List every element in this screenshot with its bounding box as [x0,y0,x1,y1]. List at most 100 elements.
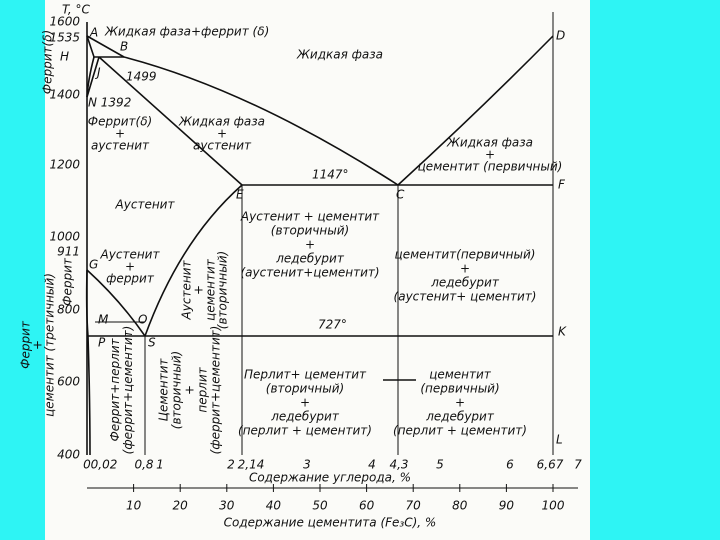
region-text: цементит [429,368,492,382]
region-text: Феррит [61,257,75,306]
region-label: Цементит (вторичный) + перлит (феррит+цемент… [157,326,223,455]
region-label: Аустенит+феррит [100,248,161,286]
region-text: + [183,385,197,395]
region-label: Феррит(δ)+аустенит [88,115,152,153]
region-text: Феррит(δ) [88,115,152,129]
tick-label: 30 [219,499,235,513]
region-text: (первичный) [420,382,499,396]
region-text: (вторичный) [266,382,344,396]
region-text: + [460,262,470,276]
region-text: + [125,260,135,274]
axis-title: Содержание цементита (Fe₃C), % [224,516,437,530]
region-label: цементит(первичный)+ледебурит(аустенит+ … [394,248,537,304]
region-text: (перлит + цементит) [393,424,527,438]
region-text: Феррит [19,320,33,369]
region-text: аустенит [91,139,150,153]
point-label: E [236,188,244,202]
tick-label: 4 [368,458,376,472]
region-text: (феррит+цементит) [209,326,223,455]
tick-label: 6,67 [537,458,564,472]
tick-label: 4,3 [389,458,408,472]
region-text: + [305,238,315,252]
tick-label: 400 [57,448,80,462]
region-label: Жидкая фаза+феррит (δ) [104,25,269,39]
region-label: Аустенит + цементит(вторичный)+ледебурит… [240,210,380,280]
point-label: M [98,313,109,327]
tick-label: 800 [57,303,80,317]
tick-label: 911 [57,245,80,259]
region-label: Жидкая фаза+аустенит [178,115,265,153]
tick-label: 3 [303,458,311,472]
region-text: + [300,396,310,410]
point-label: G [89,258,98,272]
region-label: Жидкая фаза+цементит (первичный) [418,136,563,174]
region-text: (вторичный) [216,251,230,329]
tick-label: 1400 [49,88,80,102]
region-text: + [217,127,227,141]
region-text: Аустенит + цементит [240,210,380,224]
tick-label: 1600 [49,15,80,29]
tick-label: 20 [173,499,189,513]
point-label: C [396,188,405,202]
region-text: Аустенит [115,198,176,212]
region-text: Аустенит [180,260,194,321]
tick-label: 5 [436,458,444,472]
point-label: N 1392 [88,96,131,110]
region-label: Жидкая фаза [296,48,383,62]
tick-label: 50 [312,499,328,513]
region-label: Феррит+цементит (третичный) [19,273,57,417]
region-text: Феррит(δ) [41,30,55,94]
point-label: S [148,336,156,350]
tick-label: 1 [156,458,164,472]
region-text: + [115,127,125,141]
tick-label: 10 [126,499,142,513]
region-text: + [31,340,45,350]
tick-label: 60 [359,499,375,513]
region-text: (феррит+цементит) [121,326,135,455]
axis-title: T, °C [62,3,91,17]
region-text: Жидкая фаза+феррит (δ) [104,25,269,39]
tick-label: 100 [542,499,565,513]
region-text: цементит(первичный) [395,248,536,262]
region-text: (вторичный) [170,351,184,429]
region-text: (перлит + цементит) [238,424,372,438]
tick-label: 1535 [49,31,80,45]
region-text: Жидкая фаза [178,115,265,129]
point-label: H [60,50,69,64]
region-text: перлит [196,366,210,412]
tick-label: 0 [83,458,91,472]
region-text: феррит [106,272,155,286]
axis-title: Содержание углерода, % [249,471,411,485]
tick-label: 40 [266,499,282,513]
region-text: (аустенит+цементит) [240,266,379,280]
region-text: ледебурит [425,410,495,424]
region-text: Цементит [157,358,171,422]
point-label: O [138,313,147,327]
point-label: F [558,178,566,192]
region-text: Аустенит [100,248,161,262]
region-text: цементит (третичный) [43,273,57,417]
tick-label: 600 [57,375,80,389]
tick-label: 7 [574,458,582,472]
region-label: цементит(первичный)+ледебурит(перлит + ц… [393,368,527,438]
point-label: P [98,336,106,350]
point-label: D [556,29,565,43]
tick-label: 90 [499,499,515,513]
region-text: + [455,396,465,410]
point-label: K [558,325,567,339]
point-label: A [89,26,98,40]
region-label: Перлит+ цементит(вторичный)+ледебурит(пе… [238,368,372,438]
region-text: + [192,285,206,295]
region-label: Феррит+перлит (феррит+цементит) [108,326,135,455]
region-label: Аустенит+цементит(вторичный) [180,251,230,329]
region-label: Феррит(δ) [41,30,55,94]
region-text: Феррит+перлит [108,337,122,441]
region-label: Аустенит [115,198,176,212]
tick-label: 1000 [49,230,80,244]
region-text: аустенит [193,139,252,153]
region-label: Феррит [61,257,75,306]
point-label: 727° [318,318,347,332]
tick-label: 0,8 [134,458,153,472]
tick-label: 2,14 [238,458,265,472]
